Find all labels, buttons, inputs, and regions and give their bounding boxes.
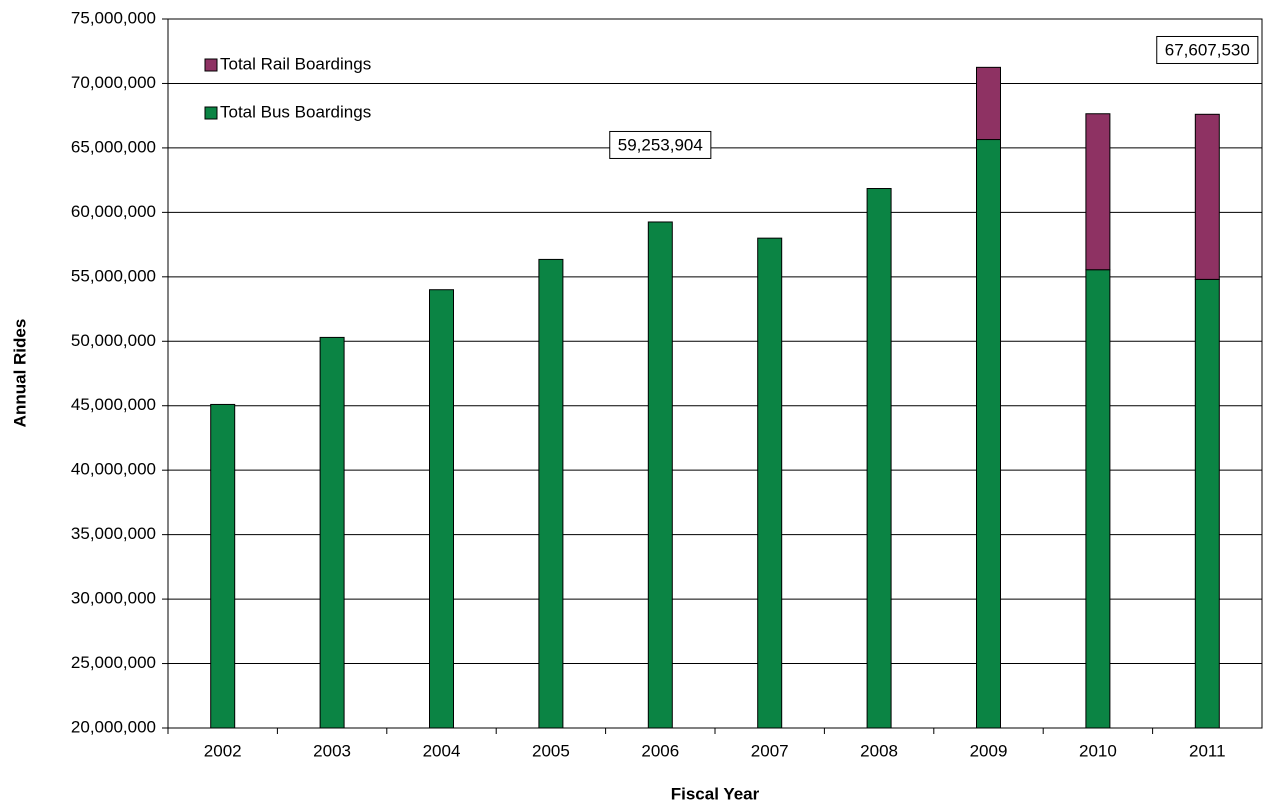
annotation-box	[1156, 35, 1259, 64]
x-tick-label: 2002	[204, 741, 242, 760]
annotation: 59,253,904	[618, 135, 703, 154]
x-tick-label: 2009	[970, 741, 1008, 760]
y-tick-label: 45,000,000	[71, 395, 156, 414]
legend-label: Total Rail Boardings	[220, 54, 371, 73]
x-axis-label: Fiscal Year	[671, 784, 760, 803]
bar	[1085, 269, 1111, 729]
y-tick-label: 70,000,000	[71, 73, 156, 92]
x-tick-label: 2004	[423, 741, 461, 760]
y-tick-label: 20,000,000	[71, 717, 156, 736]
y-tick-label: 75,000,000	[71, 8, 156, 27]
bar	[538, 258, 564, 729]
bar	[210, 403, 236, 729]
legend-label: Total Bus Boardings	[220, 102, 371, 121]
bar	[1194, 278, 1220, 729]
x-tick-label: 2003	[313, 741, 351, 760]
x-tick-label: 2005	[532, 741, 570, 760]
annotation: 67,607,530	[1165, 40, 1250, 59]
y-tick-label: 60,000,000	[71, 202, 156, 221]
bar	[1194, 113, 1220, 280]
bar	[757, 237, 783, 729]
x-tick-label: 2010	[1079, 741, 1117, 760]
x-tick-label: 2006	[641, 741, 679, 760]
bar	[647, 221, 673, 729]
x-tick-label: 2011	[1189, 741, 1226, 760]
y-tick-label: 65,000,000	[71, 137, 156, 156]
bar	[429, 289, 454, 729]
bar	[976, 139, 1001, 729]
bar	[319, 336, 345, 729]
legend-swatch	[204, 106, 218, 120]
x-tick-label: 2008	[860, 741, 898, 760]
y-tick-label: 35,000,000	[71, 524, 156, 543]
y-tick-label: 50,000,000	[71, 331, 156, 350]
bar	[866, 188, 892, 729]
y-tick-label: 25,000,000	[71, 653, 156, 672]
x-tick-label: 2007	[751, 741, 789, 760]
bar	[1085, 113, 1111, 271]
y-tick-label: 30,000,000	[71, 589, 156, 608]
annotation-box	[609, 130, 712, 159]
y-axis-label: Annual Rides	[10, 319, 29, 428]
legend-swatch	[204, 58, 218, 72]
bar	[976, 66, 1001, 141]
y-tick-label: 40,000,000	[71, 460, 156, 479]
y-tick-label: 55,000,000	[71, 266, 156, 285]
